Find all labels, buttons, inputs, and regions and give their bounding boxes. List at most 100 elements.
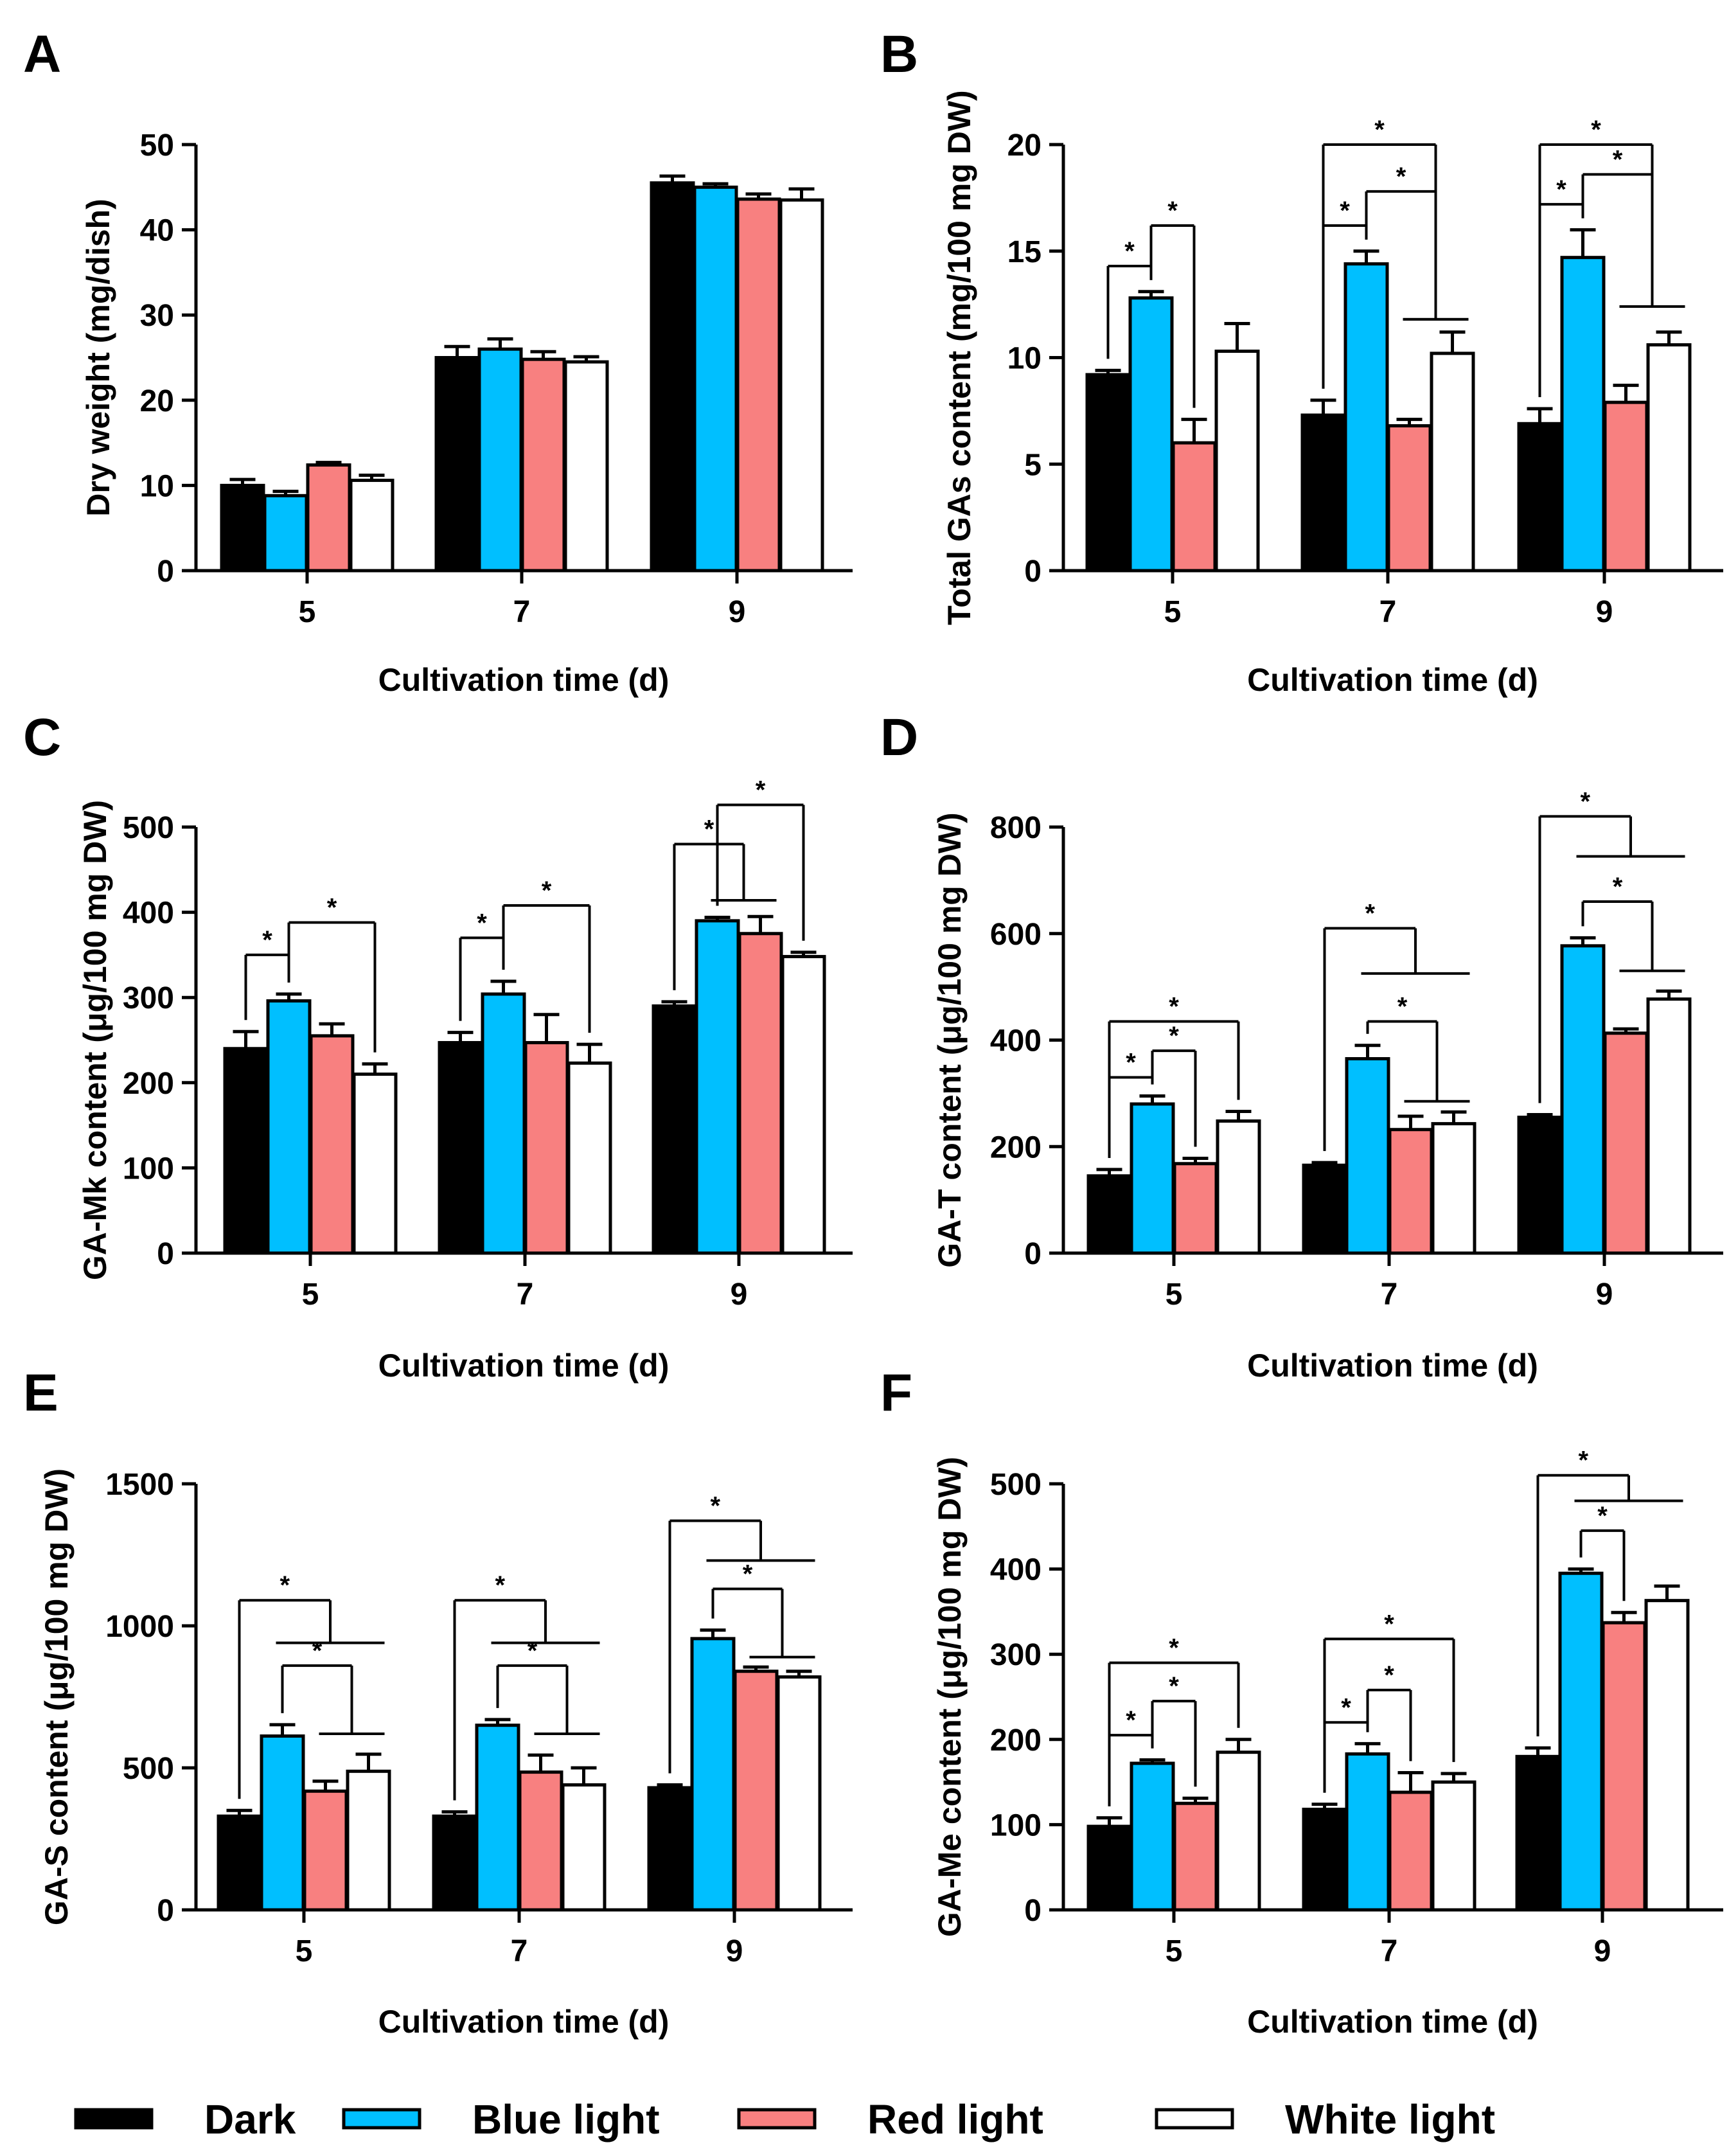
bar	[1216, 1751, 1261, 1912]
panel-letter: E	[23, 1364, 58, 1422]
y-tick-label: 1500	[105, 1468, 174, 1502]
bar	[1431, 1122, 1476, 1255]
bar	[303, 1789, 348, 1912]
y-tick-label: 0	[157, 1237, 174, 1271]
bar	[1558, 1571, 1604, 1912]
x-axis-title: Cultivation time (d)	[378, 2004, 669, 2040]
bar	[346, 1769, 391, 1912]
bar	[1601, 1621, 1647, 1912]
bar	[1515, 1754, 1561, 1912]
bar	[736, 197, 781, 573]
x-axis-title: Cultivation time (d)	[1247, 1348, 1538, 1384]
bar	[561, 1783, 607, 1912]
bar	[1517, 422, 1563, 573]
x-axis-title: Cultivation time (d)	[1247, 662, 1538, 698]
significance-star: *	[312, 1637, 323, 1665]
bar	[1388, 1128, 1433, 1255]
bar	[1430, 352, 1475, 573]
y-tick-label: 10	[1007, 342, 1042, 376]
y-tick-label: 50	[140, 129, 174, 163]
y-tick-label: 5	[1024, 448, 1042, 482]
bar	[567, 1061, 612, 1255]
bar	[652, 1004, 697, 1255]
y-tick-label: 40	[140, 214, 174, 248]
significance-star: *	[704, 815, 714, 844]
bar	[481, 992, 526, 1255]
x-tick-label: 5	[1166, 1278, 1183, 1312]
significance-star: *	[1384, 1661, 1394, 1689]
significance-star: *	[1340, 197, 1350, 225]
panel-letter: D	[880, 708, 918, 767]
y-tick-label: 400	[990, 1024, 1042, 1058]
y-tick-label: 400	[123, 896, 174, 931]
y-tick-label: 0	[157, 1894, 174, 1928]
bar	[524, 1040, 569, 1255]
panel-letter: A	[23, 25, 61, 84]
significance-star: *	[1613, 873, 1623, 901]
bar	[1388, 1790, 1433, 1912]
bar	[1345, 1057, 1390, 1255]
x-tick-label: 9	[1596, 1278, 1613, 1312]
significance-star: *	[1591, 116, 1601, 144]
legend-swatch	[737, 2108, 817, 2130]
bar	[1517, 1116, 1563, 1255]
bar	[306, 463, 351, 573]
legend-label: White light	[1285, 2096, 1495, 2143]
significance-star: *	[756, 776, 766, 805]
y-tick-label: 0	[1024, 1894, 1042, 1928]
legend-label: Red light	[867, 2096, 1043, 2143]
bar	[223, 1047, 269, 1255]
y-tick-label: 30	[140, 299, 174, 333]
y-axis-title: Total GAs content (mg/100 mg DW)	[941, 90, 977, 625]
significance-star: *	[1365, 899, 1375, 927]
bar	[1603, 400, 1649, 573]
bar	[1387, 424, 1432, 573]
panel-F: F 0 100 200 300 400 500 5 7 9 Cultivation time (d)…	[880, 1364, 1723, 2040]
bar	[260, 1734, 305, 1912]
significance-star: *	[1169, 992, 1179, 1020]
legend-label: Blue light	[472, 2096, 660, 2143]
significance-star: *	[1341, 1693, 1351, 1722]
panel-B: B 0 5 10 15 20 5 7 9 Cultivation time (d) Total GA…	[880, 25, 1723, 698]
bar	[434, 356, 480, 573]
y-tick-label: 500	[123, 1752, 174, 1786]
x-tick-label: 9	[729, 595, 746, 629]
bar	[1302, 1808, 1347, 1912]
y-axis-title: GA-S content (μg/100 mg DW)	[39, 1468, 75, 1925]
bar	[1343, 262, 1389, 573]
bar	[1173, 1801, 1218, 1912]
bar	[263, 494, 308, 573]
bar	[1646, 997, 1692, 1255]
significance-star: *	[710, 1492, 720, 1520]
y-tick-label: 0	[157, 555, 174, 589]
x-tick-label: 9	[726, 1934, 743, 1968]
y-tick-label: 100	[990, 1808, 1042, 1842]
bar	[1302, 1163, 1347, 1255]
panel-A: A 0 10 20 30 40 50 5 7 9 Cultivation time (d) Dry w…	[23, 25, 853, 698]
bar	[220, 483, 265, 573]
x-tick-label: 5	[302, 1278, 319, 1312]
bar	[266, 999, 312, 1255]
bar	[1173, 1162, 1218, 1255]
legend-swatch	[74, 2108, 154, 2130]
y-axis-title: GA-Me content (μg/100 mg DW)	[932, 1457, 968, 1937]
bar	[1216, 1119, 1261, 1255]
y-tick-label: 300	[123, 981, 174, 1015]
bar	[1300, 413, 1346, 573]
significance-star: *	[1126, 1706, 1136, 1734]
significance-star: *	[1580, 787, 1590, 815]
bar	[738, 932, 783, 1255]
significance-star: *	[495, 1571, 505, 1599]
bar	[776, 1675, 822, 1912]
significance-star: *	[262, 926, 272, 954]
bar	[1214, 350, 1260, 573]
bar	[1130, 1761, 1175, 1912]
significance-star: *	[1126, 1049, 1136, 1077]
x-tick-label: 7	[1381, 1934, 1398, 1968]
y-tick-label: 15	[1007, 235, 1042, 269]
x-tick-label: 5	[1164, 595, 1182, 629]
significance-star: *	[1374, 116, 1385, 144]
bar	[349, 478, 395, 573]
bar	[520, 357, 566, 573]
